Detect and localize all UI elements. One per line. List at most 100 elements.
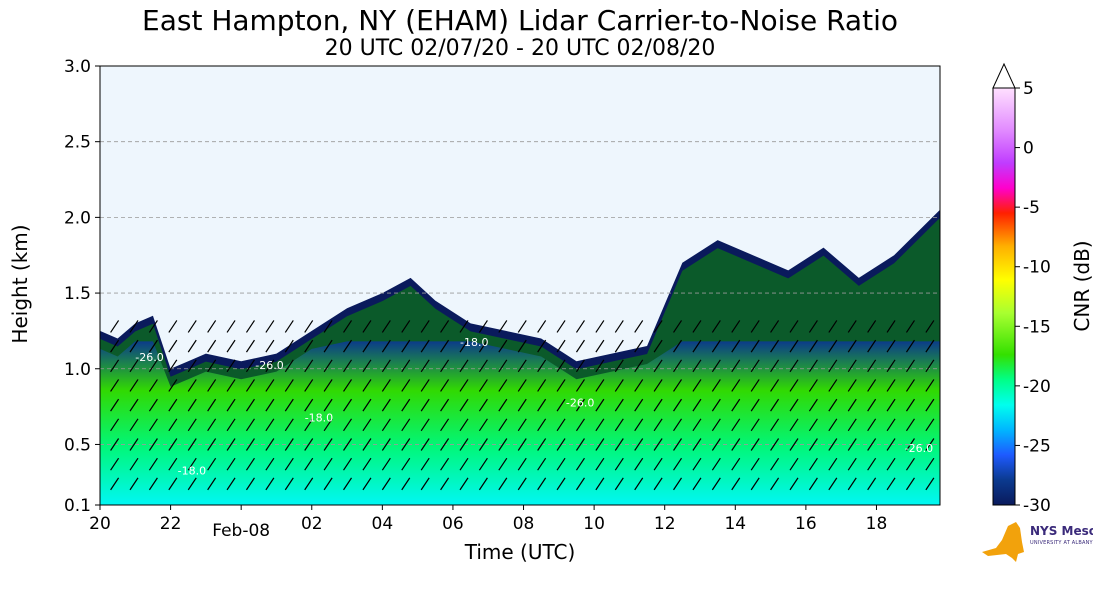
wind-barb [595, 418, 605, 432]
wind-barb [867, 418, 877, 432]
wind-barb [614, 477, 624, 491]
contour-label: -18.0 [460, 336, 488, 349]
wind-barb [673, 477, 683, 491]
wind-barb [614, 320, 624, 333]
wind-barb [226, 339, 236, 353]
wind-barb [614, 438, 624, 451]
wind-barb [770, 398, 780, 412]
contour-label: -26.0 [566, 397, 594, 410]
wind-barb [168, 457, 178, 471]
wind-barb [808, 339, 818, 353]
wind-barb [148, 339, 158, 353]
wind-barb [459, 438, 469, 451]
wind-barb [110, 457, 120, 471]
wind-barb [226, 477, 236, 491]
wind-barb [905, 418, 915, 432]
wind-barb [323, 359, 333, 373]
wind-barb [847, 477, 857, 491]
contour-label: -26.0 [905, 442, 933, 455]
wind-barb [614, 379, 624, 392]
wind-barb [711, 379, 721, 392]
wind-barb [886, 477, 896, 491]
wind-barb [556, 339, 566, 353]
wind-barb [556, 418, 566, 432]
contour-label: -26.0 [135, 351, 163, 364]
wind-barb [498, 379, 508, 392]
wind-barb [905, 359, 915, 373]
wind-barb [478, 457, 488, 471]
wind-barb [304, 398, 314, 412]
wind-barb [420, 359, 430, 373]
wind-barb [575, 457, 585, 471]
wind-barb [187, 339, 197, 353]
wind-barb [692, 418, 702, 432]
wind-barb [362, 457, 372, 471]
wind-barb [867, 477, 877, 491]
wind-barb [673, 457, 683, 471]
wind-barb [867, 359, 877, 373]
wind-barb [575, 418, 585, 432]
wind-barb [284, 457, 294, 471]
wind-barb [711, 339, 721, 353]
wind-barb [808, 320, 818, 333]
wind-barb [362, 398, 372, 412]
wind-barb [265, 457, 275, 471]
wind-barb [886, 359, 896, 373]
wind-barb [867, 438, 877, 451]
wind-barb [440, 320, 450, 333]
wind-barb [129, 359, 139, 373]
colorbar-tick-label: -15 [1023, 317, 1051, 337]
wind-barb [789, 438, 799, 451]
wind-barb [343, 438, 353, 451]
wind-barb [207, 339, 217, 353]
wind-barb [692, 398, 702, 412]
wind-barb [673, 320, 683, 333]
wind-barb [653, 379, 663, 392]
colorbar-label: CNR (dB) [1070, 240, 1093, 332]
wind-barb [750, 418, 760, 432]
wind-barb [673, 339, 683, 353]
wind-barb [808, 379, 818, 392]
wind-barb [265, 418, 275, 432]
wind-barb [401, 418, 411, 432]
wind-barb [129, 398, 139, 412]
wind-barb [207, 359, 217, 373]
wind-barb [343, 320, 353, 333]
wind-barb [420, 339, 430, 353]
wind-barb [711, 418, 721, 432]
wind-barb [265, 398, 275, 412]
wind-barb [634, 398, 644, 412]
wind-barb [304, 359, 314, 373]
wind-barb [808, 477, 818, 491]
x-tick-label: 10 [583, 514, 605, 534]
wind-barb [498, 477, 508, 491]
wind-barb [634, 379, 644, 392]
wind-barb [245, 438, 255, 451]
wind-barb [284, 477, 294, 491]
wind-barb [207, 398, 217, 412]
wind-barb [711, 457, 721, 471]
wind-barb [381, 477, 391, 491]
wind-barb [925, 359, 935, 373]
wind-barb [187, 359, 197, 373]
wind-barb [420, 477, 430, 491]
wind-barb [226, 379, 236, 392]
wind-barb [750, 359, 760, 373]
wind-barb [440, 418, 450, 432]
wind-barb [537, 438, 547, 451]
wind-barb [905, 379, 915, 392]
wind-barb [731, 339, 741, 353]
wind-barb [478, 477, 488, 491]
wind-barb [886, 457, 896, 471]
wind-barb [323, 379, 333, 392]
wind-barb [323, 418, 333, 432]
wind-barb [323, 438, 333, 451]
wind-barb [440, 438, 450, 451]
wind-barb [129, 418, 139, 432]
wind-barb [362, 320, 372, 333]
wind-barb [478, 398, 488, 412]
colorbar-tick-label: 5 [1023, 79, 1034, 99]
chart-title: East Hampton, NY (EHAM) Lidar Carrier-to… [142, 4, 898, 37]
wind-barb [692, 438, 702, 451]
wind-barb [323, 477, 333, 491]
